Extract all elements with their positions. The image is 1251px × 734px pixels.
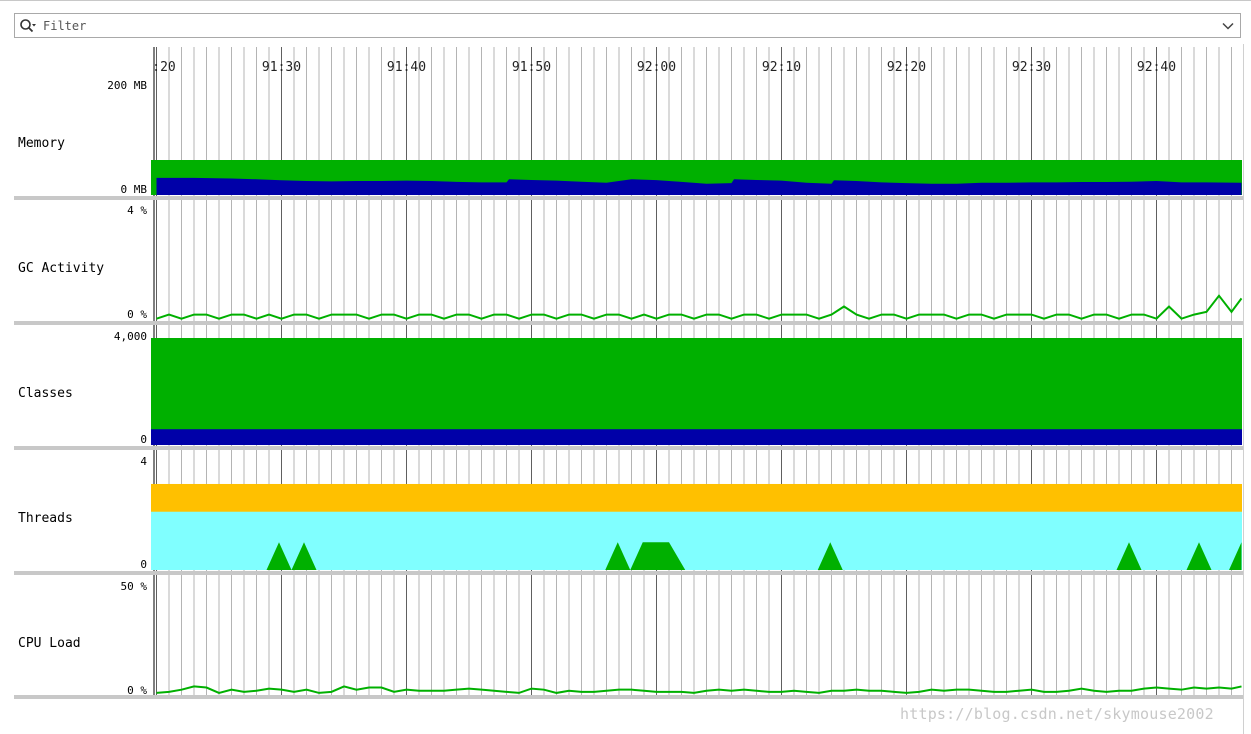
panel-separator (14, 446, 1243, 450)
y-max-label: 4 % (127, 204, 147, 217)
y-min-label: 0 (140, 433, 147, 446)
time-tick-label: 91:40 (387, 60, 426, 75)
panel-separator (14, 196, 1243, 200)
time-tick-label: 92:20 (887, 60, 926, 75)
window-top-border (0, 0, 1251, 1)
panel-name: Classes (18, 386, 73, 401)
filter-placeholder: Filter (43, 19, 87, 33)
panel-separator (14, 321, 1243, 325)
time-tick-label: 92:30 (1012, 60, 1051, 75)
panel-name: Memory (18, 136, 65, 151)
search-icon[interactable] (19, 18, 37, 34)
time-tick-label: :20 (152, 60, 175, 75)
y-min-label: 0 (140, 558, 147, 571)
time-tick-label: 92:00 (637, 60, 676, 75)
time-tick-label: 91:50 (512, 60, 551, 75)
y-max-label: 200 MB (107, 79, 147, 92)
time-tick-label: 92:10 (762, 60, 801, 75)
series-line (156, 294, 1243, 320)
panel-name: Threads (18, 511, 73, 526)
series-band (151, 511, 1242, 570)
y-min-label: 0 % (127, 308, 147, 321)
scroll-edge (1243, 44, 1244, 734)
y-min-label: 0 % (127, 684, 147, 697)
panel-separator (14, 695, 1243, 699)
series-band (151, 338, 1242, 445)
panel-name: CPU Load (18, 636, 81, 651)
time-tick-label: 91:30 (262, 60, 301, 75)
y-max-label: 4 (140, 455, 147, 468)
chevron-down-icon[interactable] (1222, 21, 1234, 31)
y-min-label: 0 MB (121, 183, 148, 196)
series-band (151, 429, 1242, 445)
time-tick-label: 92:40 (1137, 60, 1176, 75)
y-max-label: 50 % (121, 580, 148, 593)
filter-combobox[interactable]: Filter (14, 13, 1241, 38)
panel-name: GC Activity (18, 261, 104, 276)
panel-separator (14, 571, 1243, 575)
series-line (156, 685, 1242, 694)
y-max-label: 4,000 (114, 330, 147, 343)
watermark: https://blog.csdn.net/skymouse2002 (900, 705, 1214, 723)
series-area (156, 177, 1242, 195)
